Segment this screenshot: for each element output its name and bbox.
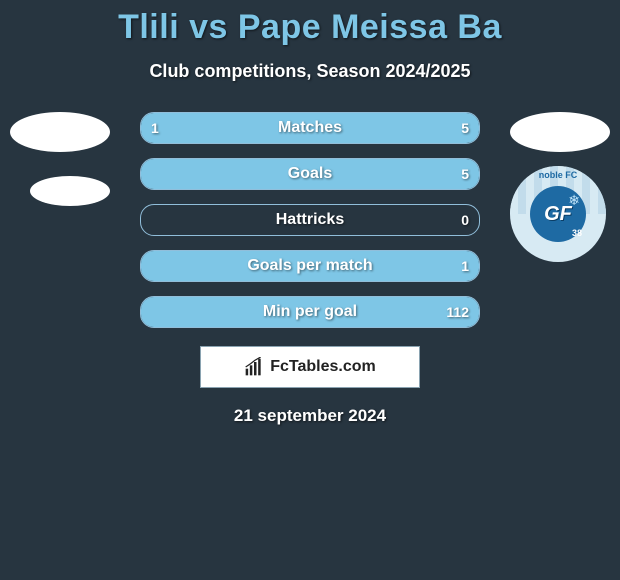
stat-row: Goals per match1 — [140, 250, 480, 282]
bar-label: Matches — [141, 113, 479, 143]
stat-bars: Matches15Goals5Hattricks0Goals per match… — [140, 112, 480, 328]
bar-label: Min per goal — [141, 297, 479, 327]
bar-label: Hattricks — [141, 205, 479, 235]
bar-label: Goals per match — [141, 251, 479, 281]
date-text: 21 september 2024 — [0, 406, 620, 426]
bar-value-right: 1 — [461, 251, 469, 281]
chart-icon — [244, 357, 264, 377]
page-title: Tlili vs Pape Meissa Ba — [0, 0, 620, 47]
stat-row: Min per goal112 — [140, 296, 480, 328]
bar-value-right: 0 — [461, 205, 469, 235]
left-team-logo-2 — [20, 166, 120, 266]
stat-row: Hattricks0 — [140, 204, 480, 236]
badge-top-text: noble FC — [539, 170, 578, 180]
bar-value-right: 5 — [461, 113, 469, 143]
badge-number: 38 — [572, 228, 582, 238]
right-team-logo-2: noble FC ❄ GF 38 — [510, 166, 610, 266]
snowflake-icon: ❄ — [568, 192, 580, 209]
subtitle: Club competitions, Season 2024/2025 — [0, 61, 620, 82]
stat-row: Goals5 — [140, 158, 480, 190]
stat-row: Matches1 5 — [140, 112, 480, 144]
bar-value-left: 1 — [151, 113, 159, 143]
brand-text: FcTables.com — [270, 358, 376, 376]
bar-value-right: 5 — [461, 159, 469, 189]
brand-box[interactable]: FcTables.com — [200, 346, 420, 388]
bar-value-right: 112 — [446, 297, 469, 327]
bar-label: Goals — [141, 159, 479, 189]
comparison-content: noble FC ❄ GF 38 Matches15Goals5Hattrick… — [0, 112, 620, 426]
